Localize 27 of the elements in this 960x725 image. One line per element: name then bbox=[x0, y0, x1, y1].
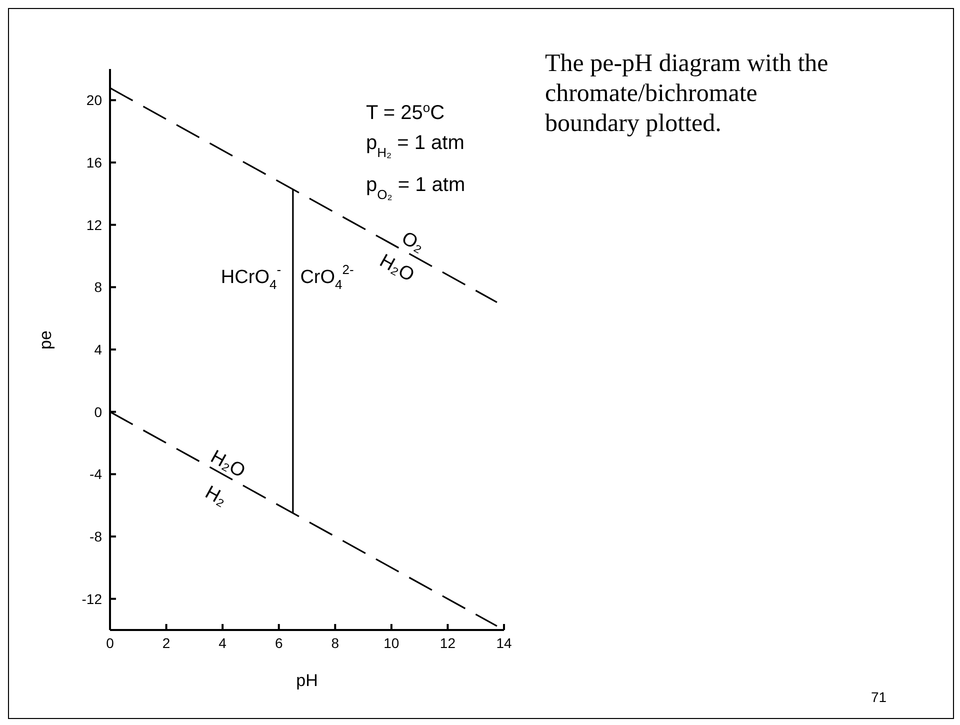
y-tick-label: 4 bbox=[94, 341, 102, 358]
y-tick-label: 0 bbox=[94, 404, 102, 420]
y-tick-label: 8 bbox=[94, 279, 102, 296]
text: The pe-pH diagram with the chromate/bichromate boundary plotted. bbox=[545, 49, 830, 139]
x-tick-label: 4 bbox=[218, 634, 227, 651]
y-axis-title: pe bbox=[36, 330, 56, 350]
x-tick-label: 10 bbox=[384, 634, 400, 651]
text: 71 bbox=[871, 689, 887, 705]
x-tick-label: 12 bbox=[440, 634, 456, 651]
annotation: O₂ bbox=[398, 227, 428, 257]
x-tick-label: 14 bbox=[496, 634, 512, 651]
x-tick-label: 8 bbox=[331, 634, 340, 651]
y-tick-label: -8 bbox=[90, 528, 102, 544]
annotation: p$_{H₂}$ = 1 atm bbox=[366, 132, 464, 160]
x-tick-label: 0 bbox=[106, 634, 114, 651]
y-tick-label: 12 bbox=[86, 216, 102, 233]
y-tick-label: 16 bbox=[86, 154, 102, 170]
annotation: p$_{O₂}$ = 1 atm bbox=[366, 174, 466, 202]
y-tick-label: -12 bbox=[82, 590, 102, 607]
annotation: H₂O bbox=[207, 446, 249, 482]
y-tick-label: -4 bbox=[90, 466, 102, 482]
annotation: T = 25$^{o}$C bbox=[366, 100, 445, 124]
x-tick-label: 2 bbox=[162, 634, 170, 651]
x-tick-label: 6 bbox=[274, 634, 283, 651]
x-axis-title: pH bbox=[296, 671, 318, 690]
annotation: H₂ bbox=[202, 482, 230, 510]
y-tick-label: 20 bbox=[86, 92, 102, 108]
